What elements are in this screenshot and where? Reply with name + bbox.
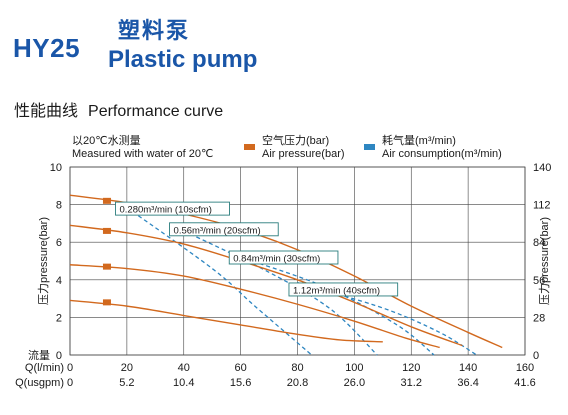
- product-title-cn: 塑料泵: [118, 18, 191, 43]
- air-pressure-curve: [69, 264, 440, 349]
- x-tick-label-lpm: 20: [121, 362, 133, 374]
- legend-air-consumption-en: Air consumption(m³/min): [382, 148, 502, 160]
- air-consumption-label-box: [228, 250, 339, 265]
- x-tick-label-usgpm: 5.2: [119, 377, 134, 389]
- x-tick-label-lpm: 80: [291, 362, 303, 374]
- air-consumption-label: 0.280m³/min (10scfm): [120, 205, 212, 216]
- legend-air-pressure: 空气压力(bar) Air pressure(bar): [244, 135, 345, 161]
- y-tick-label-right: 28: [533, 312, 545, 324]
- x-tick-label-lpm: 0: [67, 362, 73, 374]
- x-axis-label-lpm: Q(l/min): [25, 362, 64, 374]
- y-tick-label-left: 0: [56, 350, 62, 362]
- x-tick-label-usgpm: 0: [67, 377, 73, 389]
- y-tick-label-left: 8: [56, 200, 62, 212]
- air-consumption-label-box: [169, 222, 279, 237]
- x-tick-label-lpm: 100: [345, 362, 363, 374]
- x-tick-label-usgpm: 31.2: [401, 377, 422, 389]
- y-axis-label-right: 压力pressure(bar): [538, 217, 551, 305]
- air-consumption-label: 1.12m³/min (40scfm): [293, 285, 380, 296]
- y-tick-label-right: 0: [533, 350, 539, 362]
- air-consumption-label: 0.84m³/min (30scfm): [233, 254, 320, 265]
- air-consumption-label: 0.56m³/min (20scfm): [174, 225, 261, 236]
- x-tick-label-lpm: 40: [178, 362, 190, 374]
- air-pressure-marker: [102, 299, 111, 306]
- air-pressure-curve: [69, 224, 463, 347]
- measurement-note-cn: 以20℃水测量: [72, 135, 141, 147]
- legend-air-pressure-cn: 空气压力(bar): [262, 135, 330, 147]
- x-tick-label-lpm: 160: [516, 362, 534, 374]
- product-title-en: Plastic pump: [108, 46, 258, 73]
- measurement-note-en: Measured with water of 20℃: [72, 148, 214, 160]
- air-pressure-marker: [102, 197, 111, 204]
- legend-air-pressure-en: Air pressure(bar): [262, 148, 345, 160]
- legend-air-consumption-cn: 耗气量(m³/min): [382, 135, 456, 147]
- measurement-note: 以20℃水测量 Measured with water of 20℃: [72, 135, 213, 161]
- y-tick-label-left: 2: [56, 312, 62, 324]
- air-pressure-marker: [102, 263, 111, 270]
- x-axis-prefix: 流量: [28, 348, 50, 362]
- x-tick-label-usgpm: 41.6: [514, 377, 535, 389]
- legend-swatch-consumption: [364, 144, 375, 150]
- air-consumption-label-box: [115, 201, 230, 216]
- x-tick-label-usgpm: 20.8: [287, 377, 308, 389]
- air-pressure-curve: [69, 194, 503, 349]
- air-pressure-curve: [69, 299, 383, 343]
- plot-frame: [69, 166, 526, 356]
- y-tick-label-left: 10: [50, 162, 62, 174]
- air-pressure-marker: [102, 227, 111, 234]
- y-tick-label-left: 4: [56, 275, 62, 287]
- x-tick-label-lpm: 140: [459, 362, 477, 374]
- legend-swatch-pressure: [244, 144, 255, 150]
- air-consumption-curve: [246, 258, 435, 356]
- air-consumption-curve: [120, 203, 313, 356]
- x-tick-label-usgpm: 15.6: [230, 377, 251, 389]
- y-tick-label-right: 84: [533, 237, 545, 249]
- model-number: HY25: [13, 33, 81, 63]
- x-axis-label-usgpm: Q(usgpm): [15, 377, 64, 389]
- legend-air-consumption: 耗气量(m³/min) Air consumption(m³/min): [364, 135, 502, 161]
- x-tick-label-usgpm: 36.4: [457, 377, 478, 389]
- air-consumption-label-box: [288, 282, 399, 297]
- y-tick-label-right: 140: [533, 162, 551, 174]
- x-tick-label-lpm: 120: [402, 362, 420, 374]
- y-axis-label-left: 压力pressure(bar): [37, 217, 50, 305]
- section-heading-en: Performance curve: [88, 103, 224, 120]
- air-consumption-curve: [297, 281, 477, 356]
- x-tick-label-lpm: 60: [235, 362, 247, 374]
- x-tick-label-usgpm: 10.4: [173, 377, 194, 389]
- y-tick-label-right: 112: [533, 200, 551, 212]
- section-heading-cn: 性能曲线: [14, 103, 79, 120]
- y-tick-label-right: 56: [533, 275, 545, 287]
- section-heading: 性能曲线 Performance curve: [14, 97, 223, 121]
- x-tick-label-usgpm: 26.0: [344, 377, 365, 389]
- y-tick-label-left: 6: [56, 237, 62, 249]
